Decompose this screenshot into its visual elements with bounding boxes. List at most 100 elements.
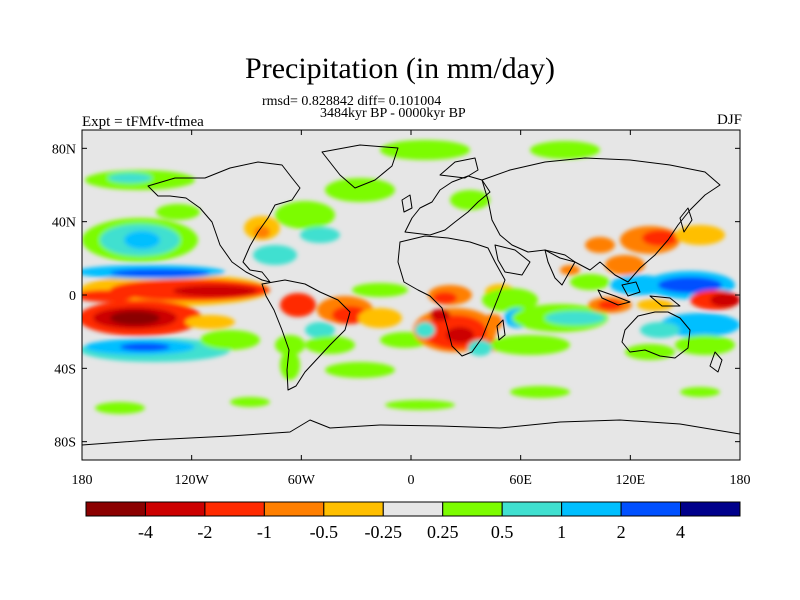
coastline-madagascar bbox=[496, 319, 506, 341]
anomaly-blob bbox=[598, 300, 622, 310]
anomaly-blob bbox=[675, 225, 725, 245]
colorbar-label: 0.25 bbox=[427, 522, 459, 542]
anomaly-blob bbox=[490, 335, 570, 355]
coastline-greenland bbox=[321, 144, 399, 189]
anomaly-blob bbox=[450, 190, 490, 210]
lat-tick-label: 80S bbox=[54, 436, 76, 451]
colorbar-swatch bbox=[85, 501, 146, 517]
anomaly-blob bbox=[605, 255, 645, 275]
coastline-india bbox=[544, 249, 576, 286]
anomaly-blob bbox=[230, 397, 270, 407]
anomaly-blob bbox=[710, 293, 740, 307]
anomaly-blob bbox=[415, 322, 435, 338]
anomaly-blob bbox=[185, 315, 235, 329]
lon-tick-label: 180 bbox=[730, 473, 751, 488]
lat-tick-label: 40S bbox=[54, 362, 76, 377]
anomaly-blob bbox=[640, 322, 680, 338]
lon-tick-label: 60E bbox=[509, 473, 532, 488]
anomaly-blob bbox=[325, 362, 395, 378]
period-line: 3484kyr BP - 0000kyr BP bbox=[320, 106, 466, 121]
anomaly-blob bbox=[200, 330, 260, 350]
anomaly-blob bbox=[110, 311, 160, 325]
coastline-scandinavia bbox=[439, 157, 479, 179]
anomaly-blob bbox=[254, 226, 270, 238]
colorbar-swatch bbox=[144, 501, 206, 517]
colorbar-swatch bbox=[263, 501, 325, 517]
lon-tick-label: 120E bbox=[616, 473, 646, 488]
lat-tick-label: 0 bbox=[69, 289, 76, 304]
anomaly-blob bbox=[108, 173, 152, 183]
coastline-asia bbox=[481, 157, 721, 283]
stats-line: rmsd= 0.828842 diff= 0.101004 bbox=[262, 94, 442, 109]
anomaly-blob bbox=[637, 299, 673, 311]
anomaly-blob bbox=[358, 308, 402, 328]
colorbar-label: -4 bbox=[138, 522, 153, 542]
coastline-japan bbox=[679, 207, 693, 233]
colorbar-label: -2 bbox=[197, 522, 212, 542]
colorbar-label: 2 bbox=[617, 522, 626, 542]
anomaly-blob bbox=[275, 201, 335, 229]
anomaly-blob bbox=[253, 245, 297, 265]
anomaly-blob bbox=[482, 288, 538, 312]
colorbar-swatch bbox=[561, 501, 622, 517]
anomaly-blob bbox=[510, 386, 570, 398]
colorbar-swatch bbox=[442, 501, 503, 517]
coastline-arabia bbox=[494, 244, 531, 276]
anomaly-blob bbox=[300, 227, 340, 243]
anomaly-blob bbox=[275, 335, 305, 355]
colorbar-label: -1 bbox=[257, 522, 272, 542]
anomaly-blob bbox=[110, 269, 210, 277]
coastline-borneo bbox=[621, 281, 641, 297]
colorbar-swatch bbox=[323, 501, 384, 517]
anomaly-blob bbox=[585, 237, 615, 253]
anomaly-blob bbox=[642, 230, 678, 246]
anomaly-blob bbox=[658, 277, 722, 293]
anomaly-blob bbox=[483, 314, 503, 330]
anomaly-blob bbox=[120, 343, 170, 351]
colorbar-swatch bbox=[204, 501, 265, 517]
anomaly-blob bbox=[173, 285, 257, 297]
colorbar-swatch bbox=[501, 501, 563, 517]
coastline-new-guinea bbox=[649, 295, 681, 307]
axis-tick-labels: 80N 40N 0 40S 80S 180 120W 60W 0 60E 120E 180 bbox=[52, 142, 751, 488]
colorbar-swatch bbox=[620, 501, 682, 517]
lon-tick-label: 120W bbox=[175, 473, 210, 488]
coastline-north-america bbox=[147, 161, 301, 283]
anomaly-blob bbox=[660, 313, 740, 337]
page-title: Precipitation (in mm/day) bbox=[245, 52, 555, 85]
colorbar-swatch bbox=[382, 501, 444, 517]
anomaly-blob bbox=[325, 178, 395, 202]
anomaly-blob bbox=[545, 311, 605, 325]
anomaly-blob bbox=[95, 402, 145, 414]
lon-tick-label: 180 bbox=[72, 473, 93, 488]
anomaly-blob bbox=[156, 204, 200, 220]
coastline-uk bbox=[401, 194, 413, 213]
coastline-south-america bbox=[261, 279, 351, 391]
anomaly-blob bbox=[82, 290, 135, 302]
colorbar-label: 4 bbox=[676, 522, 685, 542]
coastlines bbox=[82, 144, 740, 446]
anomaly-blob bbox=[280, 350, 300, 380]
colorbar: -4 -2 -1 -0.5 -0.25 0.25 0.5 1 2 4 bbox=[85, 501, 741, 542]
anomaly-blob bbox=[680, 387, 720, 397]
coastline-new-zealand bbox=[709, 351, 723, 373]
anomaly-blob bbox=[430, 309, 450, 321]
coastline-africa bbox=[397, 235, 506, 357]
lon-tick-label: 0 bbox=[408, 473, 415, 488]
season-label: DJF bbox=[716, 112, 742, 128]
lat-tick-label: 40N bbox=[52, 216, 76, 231]
lat-tick-label: 80N bbox=[52, 142, 76, 157]
coastline-australia bbox=[621, 311, 691, 359]
anomaly-blob bbox=[530, 141, 600, 159]
coastline-antarctica bbox=[82, 419, 740, 446]
anomaly-blob bbox=[280, 293, 316, 317]
lon-tick-label: 60W bbox=[288, 473, 316, 488]
anomaly-blob bbox=[352, 283, 408, 297]
anomaly-blob bbox=[433, 292, 457, 304]
colorbar-swatch bbox=[680, 501, 741, 517]
anomaly-blob bbox=[380, 140, 470, 160]
anomaly-blob bbox=[468, 340, 492, 356]
anomaly-blob bbox=[385, 400, 455, 410]
colorbar-label: -0.25 bbox=[365, 522, 403, 542]
